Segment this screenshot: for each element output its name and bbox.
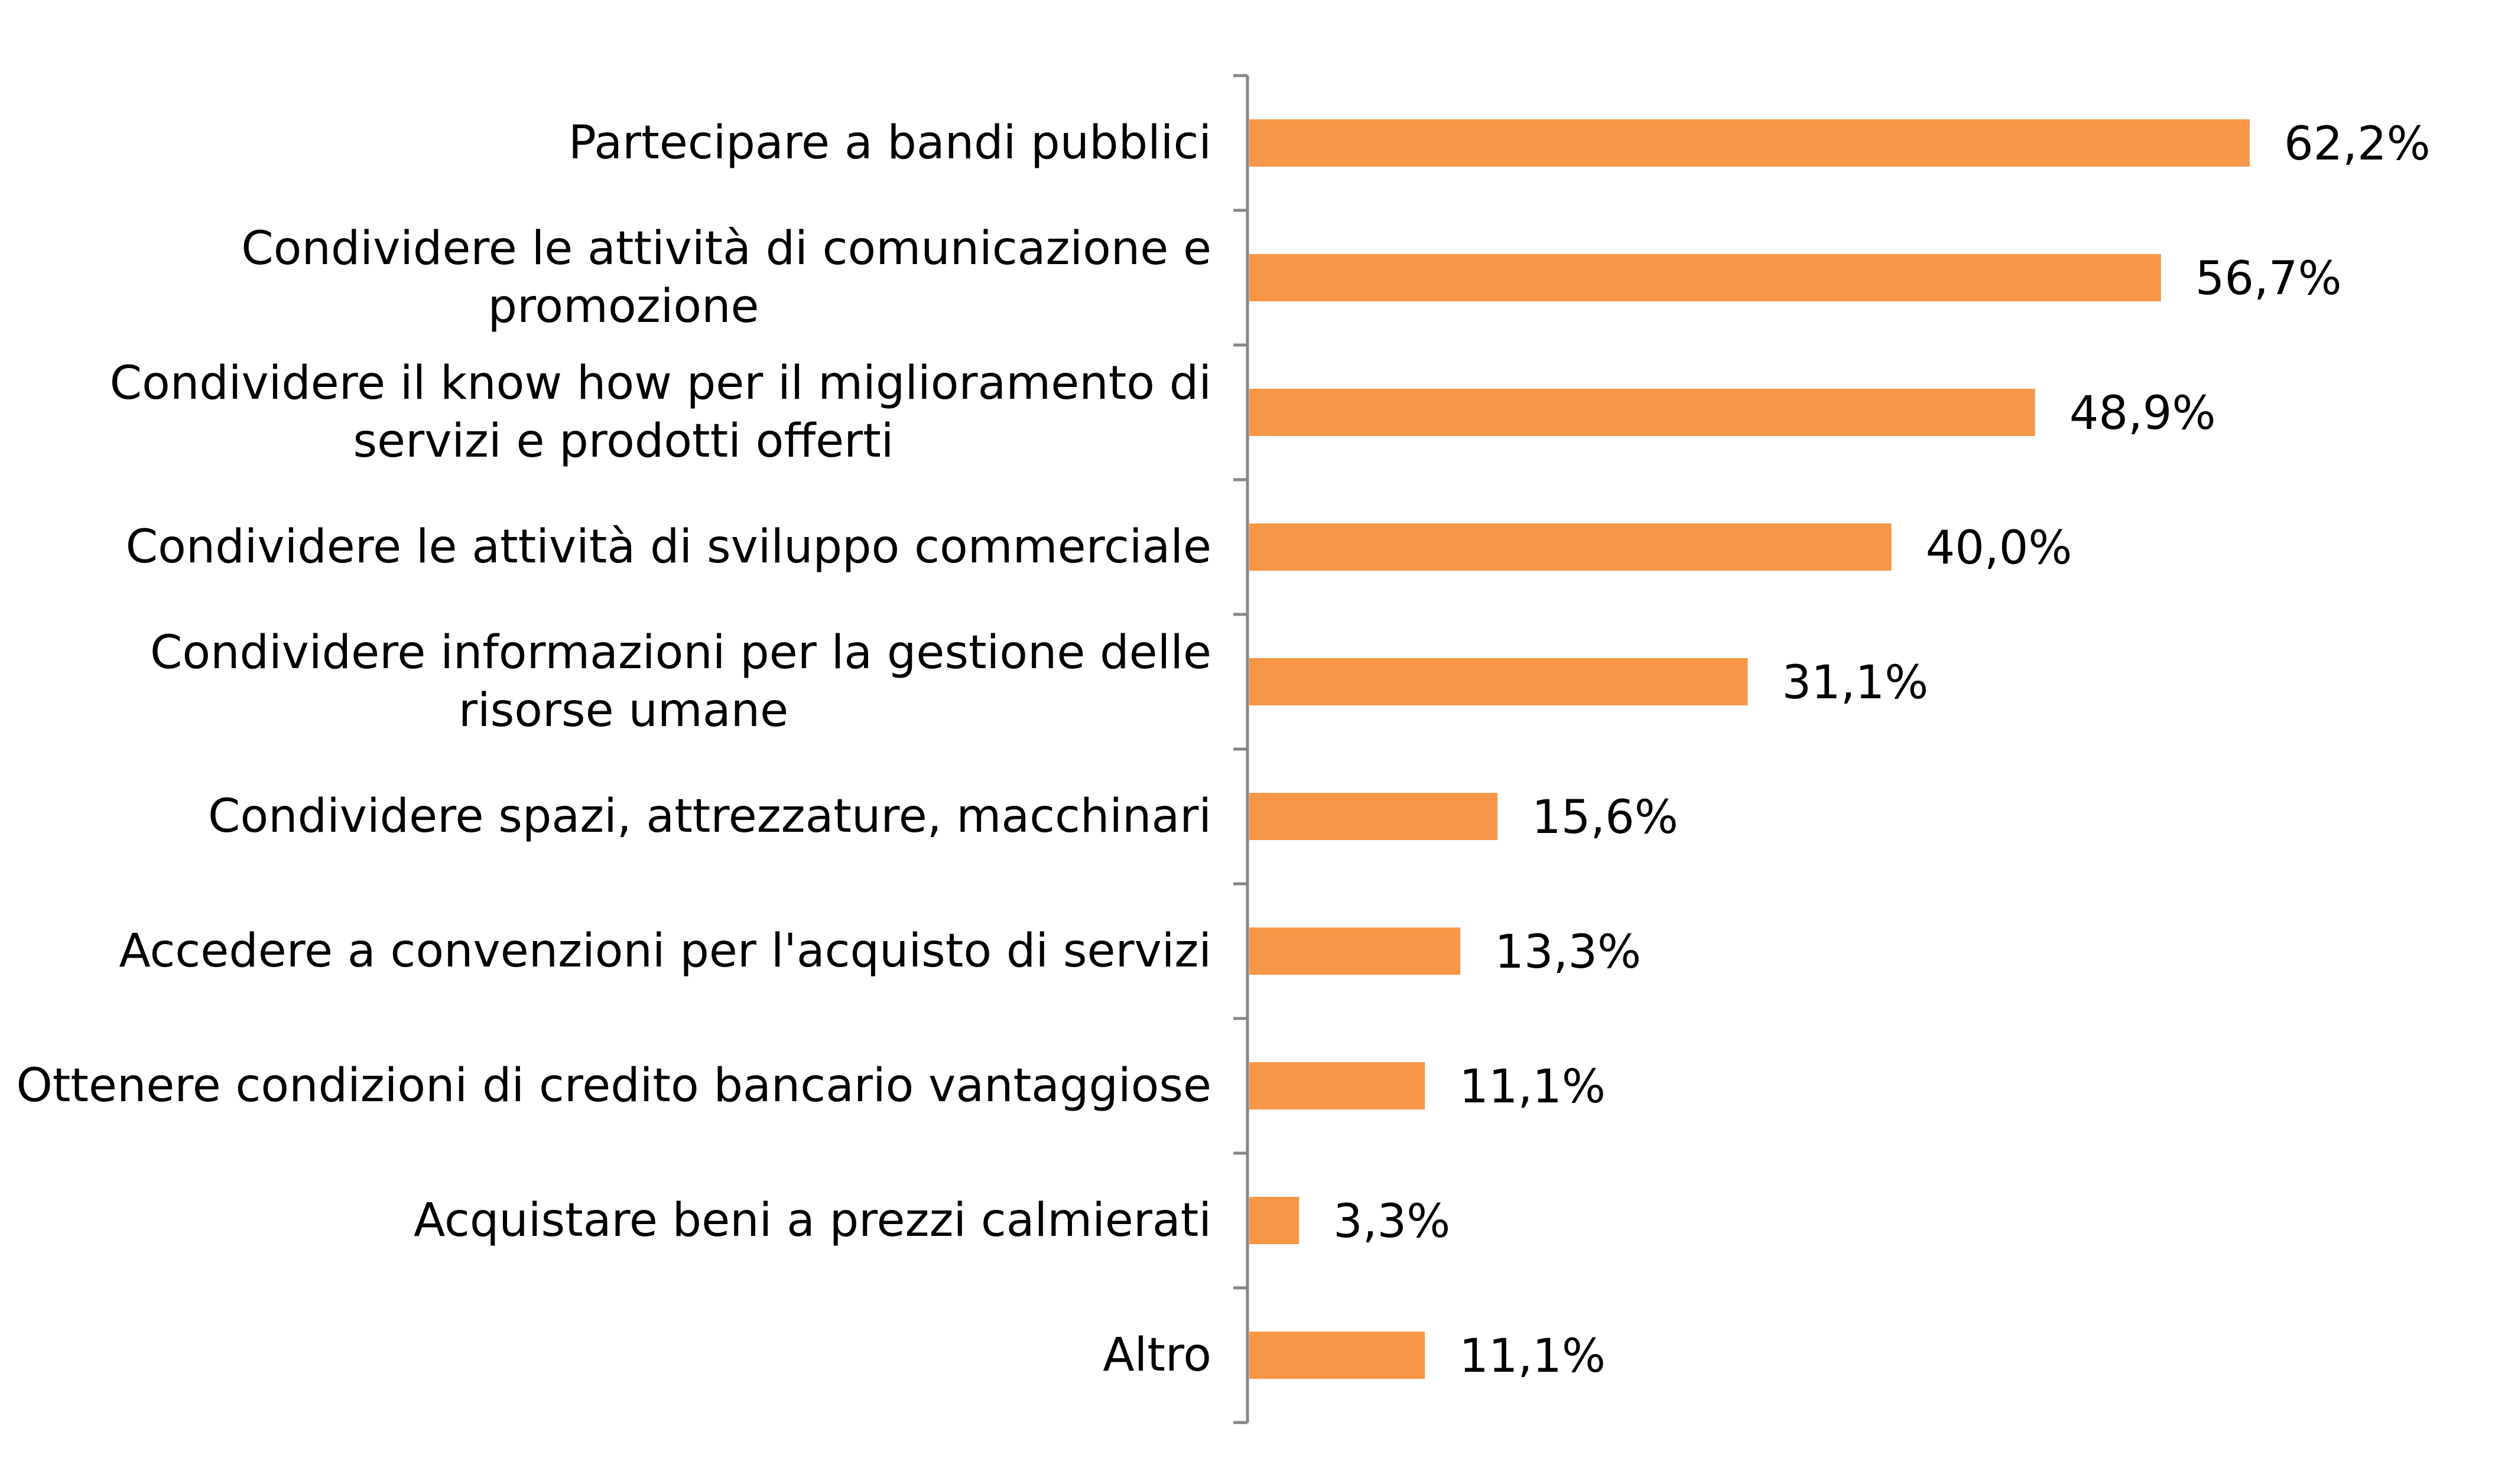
category-label: Condividere informazioni per la gestione… <box>150 626 1211 737</box>
bar <box>1246 116 2253 170</box>
bar <box>1246 250 2165 305</box>
category-label: Partecipare a bandi pubblici <box>568 116 1211 170</box>
category-label: Condividere spazi, attrezzature, macchin… <box>208 790 1211 843</box>
data-label: 56,7% <box>2195 252 2342 305</box>
bar <box>1246 655 1752 709</box>
data-label: 31,1% <box>1782 656 1929 710</box>
data-label: 48,9% <box>2070 387 2216 440</box>
category-label: Condividere il know how per il miglioram… <box>110 357 1211 468</box>
bar <box>1246 924 1464 978</box>
data-label: 13,3% <box>1495 926 1641 979</box>
data-label: 3,3% <box>1333 1195 1450 1248</box>
bar <box>1246 385 2039 440</box>
category-label: Altro <box>1103 1329 1211 1382</box>
category-labels: Partecipare a bandi pubblici Condividere … <box>16 116 1211 1382</box>
category-label: Condividere le attività di sviluppo comm… <box>126 520 1211 574</box>
data-label: 62,2% <box>2284 118 2431 171</box>
category-label: Ottenere condizioni di credito bancario … <box>16 1059 1211 1112</box>
data-label: 15,6% <box>1532 791 1678 844</box>
value-labels: 62,2% 56,7% 48,9% 40,0% 31,1% 15,6% 13,3% 11,1%… <box>1333 118 2431 1383</box>
bar <box>1246 1328 1429 1382</box>
bar <box>1246 1193 1303 1248</box>
bar <box>1246 520 1895 574</box>
data-label: 40,0% <box>1926 522 2072 575</box>
category-label: Acquistare beni a prezzi calmierati <box>414 1194 1211 1247</box>
data-label: 11,1% <box>1459 1330 1606 1383</box>
bars <box>1246 116 2253 1382</box>
category-label: Accedere a convenzioni per l'acquisto di… <box>119 925 1211 978</box>
data-label: 11,1% <box>1459 1060 1606 1114</box>
bar <box>1246 789 1502 844</box>
bar <box>1246 1059 1429 1113</box>
y-axis <box>1233 74 1249 1424</box>
category-label: Condividere le attività di comunicazione… <box>241 222 1211 333</box>
